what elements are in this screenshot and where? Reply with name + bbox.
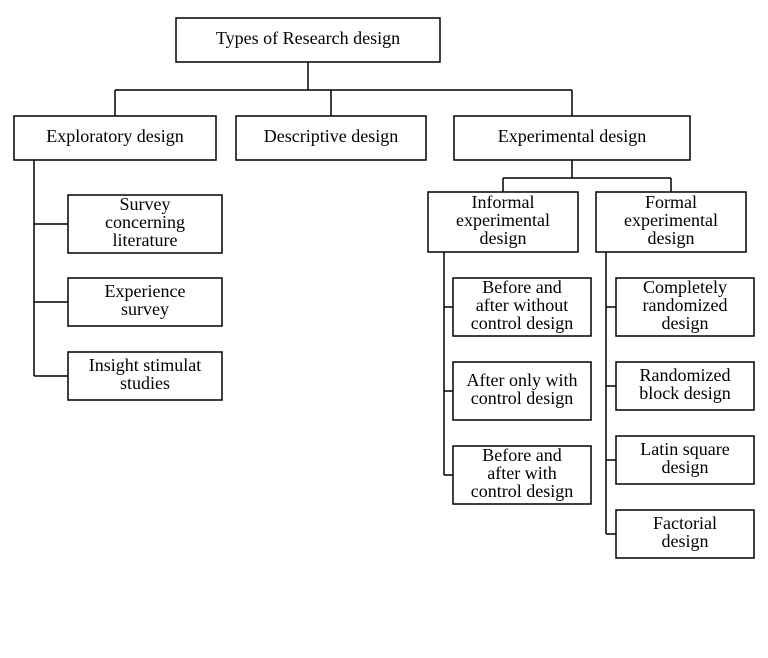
svg-text:Randomized: Randomized (640, 365, 731, 385)
node-descriptive: Descriptive design (236, 116, 426, 160)
node-for-latin-square: Latin squaredesign (616, 436, 754, 484)
svg-text:Before and: Before and (482, 277, 561, 297)
node-inf-after-only: After only withcontrol design (453, 362, 591, 420)
svg-text:Experimental design: Experimental design (498, 126, 646, 146)
svg-text:survey: survey (121, 299, 169, 319)
svg-text:Informal: Informal (472, 192, 535, 212)
svg-text:experimental: experimental (624, 210, 718, 230)
svg-text:Types of Research design: Types of Research design (216, 28, 400, 48)
svg-text:Exploratory design: Exploratory design (46, 126, 183, 146)
node-inf-before-after-without: Before andafter withoutcontrol design (453, 277, 591, 336)
svg-text:design: design (662, 457, 709, 477)
node-exp-insight: Insight stimulatstudies (68, 352, 222, 400)
svg-text:after without: after without (476, 295, 568, 315)
node-experimental: Experimental design (454, 116, 690, 160)
svg-text:experimental: experimental (456, 210, 550, 230)
svg-text:block design: block design (639, 383, 731, 403)
svg-text:Latin square: Latin square (640, 439, 729, 459)
svg-text:concerning: concerning (105, 212, 185, 232)
node-exp-survey-lit: Surveyconcerningliterature (68, 194, 222, 253)
svg-text:Formal: Formal (645, 192, 697, 212)
node-for-rand-block: Randomizedblock design (616, 362, 754, 410)
svg-text:Survey: Survey (120, 194, 171, 214)
svg-text:design: design (480, 228, 527, 248)
svg-text:Before and: Before and (482, 445, 561, 465)
svg-text:control design: control design (471, 388, 573, 408)
node-informal: Informalexperimentaldesign (428, 192, 578, 252)
svg-text:control design: control design (471, 481, 573, 501)
node-formal: Formalexperimentaldesign (596, 192, 746, 252)
svg-text:Experience: Experience (105, 281, 186, 301)
svg-text:design: design (662, 313, 709, 333)
node-for-completely-rand: Completelyrandomizeddesign (616, 277, 754, 336)
node-root: Types of Research design (176, 18, 440, 62)
node-exp-experience: Experiencesurvey (68, 278, 222, 326)
svg-text:design: design (662, 531, 709, 551)
svg-text:Insight stimulat: Insight stimulat (89, 355, 202, 375)
svg-text:randomized: randomized (643, 295, 728, 315)
node-for-factorial: Factorialdesign (616, 510, 754, 558)
svg-text:Descriptive design: Descriptive design (264, 126, 398, 146)
svg-text:Factorial: Factorial (653, 513, 717, 533)
svg-text:Completely: Completely (643, 277, 727, 297)
research-design-tree: Types of Research design Exploratory desi… (0, 0, 768, 658)
node-inf-before-after-with: Before andafter withcontrol design (453, 445, 591, 504)
node-exploratory: Exploratory design (14, 116, 216, 160)
svg-text:design: design (648, 228, 695, 248)
svg-text:control design: control design (471, 313, 573, 333)
svg-text:literature: literature (113, 230, 178, 250)
svg-text:studies: studies (120, 373, 170, 393)
svg-text:After only with: After only with (467, 370, 578, 390)
svg-text:after with: after with (487, 463, 556, 483)
